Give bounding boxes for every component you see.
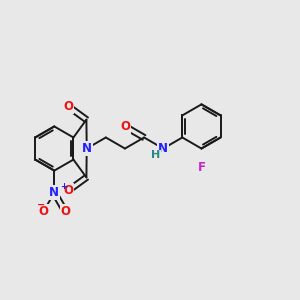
Text: N: N xyxy=(49,186,59,199)
Text: N: N xyxy=(158,142,168,155)
Text: F: F xyxy=(197,161,206,174)
Text: O: O xyxy=(64,100,74,113)
Text: N: N xyxy=(82,142,92,155)
Text: −: − xyxy=(37,200,45,210)
Text: O: O xyxy=(64,184,74,197)
Text: O: O xyxy=(38,205,48,218)
Text: +: + xyxy=(60,182,67,191)
Text: O: O xyxy=(120,120,130,133)
Text: H: H xyxy=(151,150,160,160)
Text: O: O xyxy=(60,205,70,218)
